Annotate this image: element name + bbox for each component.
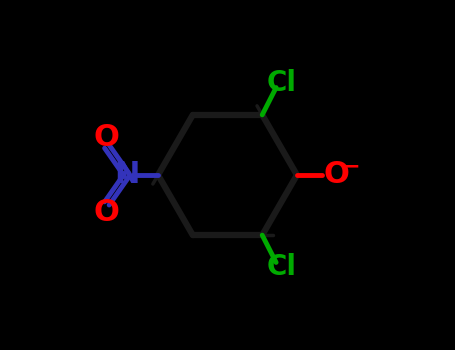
Text: O: O — [324, 161, 349, 189]
Text: N: N — [114, 161, 140, 189]
Text: Cl: Cl — [266, 69, 296, 97]
Text: Cl: Cl — [266, 253, 296, 281]
Text: O: O — [94, 198, 120, 226]
Text: O: O — [94, 124, 120, 152]
Text: −: − — [342, 156, 360, 176]
